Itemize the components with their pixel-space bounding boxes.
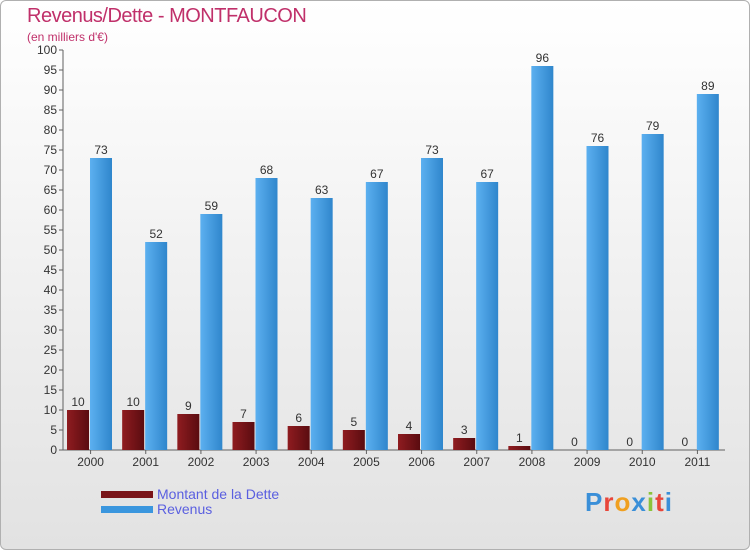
y-tick-label: 60 xyxy=(44,203,58,217)
y-tick-label: 70 xyxy=(44,163,58,177)
y-tick-label: 95 xyxy=(44,63,58,77)
revenus-value-label: 96 xyxy=(536,51,550,65)
dette-value-label: 0 xyxy=(626,435,633,449)
logo-letter: r xyxy=(603,487,615,517)
dette-bar xyxy=(287,426,310,450)
y-tick-label: 25 xyxy=(44,343,58,357)
y-tick-label: 65 xyxy=(44,183,58,197)
x-tick-label: 2009 xyxy=(574,455,601,469)
x-tick-label: 2006 xyxy=(408,455,435,469)
revenus-value-label: 59 xyxy=(205,199,219,213)
x-tick-label: 2003 xyxy=(243,455,270,469)
chart-subtitle: (en milliers d'€) xyxy=(27,30,108,44)
dette-value-label: 6 xyxy=(295,411,302,425)
y-tick-label: 80 xyxy=(44,123,58,137)
revenus-bar xyxy=(310,198,333,450)
dette-bar xyxy=(67,410,89,450)
revenus-value-label: 73 xyxy=(425,143,439,157)
x-tick-label: 2011 xyxy=(685,455,711,469)
x-tick-label: 2008 xyxy=(519,455,546,469)
dette-value-label: 10 xyxy=(71,395,85,409)
y-tick-label: 0 xyxy=(50,443,57,457)
y-tick-label: 90 xyxy=(44,83,58,97)
revenus-bar xyxy=(586,146,609,450)
dette-value-label: 3 xyxy=(461,423,468,437)
x-tick-label: 2000 xyxy=(77,455,104,469)
legend-swatch-dette xyxy=(101,490,153,498)
y-tick-label: 35 xyxy=(44,303,58,317)
y-tick-label: 75 xyxy=(44,143,58,157)
legend-swatch-revenus xyxy=(101,505,153,513)
dette-bar xyxy=(122,410,145,450)
dette-bar xyxy=(508,446,531,450)
revenus-bar xyxy=(90,158,112,450)
revenus-bar xyxy=(421,158,443,450)
x-tick-label: 2002 xyxy=(188,455,215,469)
revenus-value-label: 89 xyxy=(701,79,715,93)
y-tick-label: 40 xyxy=(44,283,58,297)
dette-value-label: 1 xyxy=(516,431,523,445)
revenus-value-label: 76 xyxy=(591,131,605,145)
dette-value-label: 0 xyxy=(681,435,688,449)
revenus-value-label: 63 xyxy=(315,183,329,197)
y-tick-label: 50 xyxy=(44,243,58,257)
revenus-bar xyxy=(641,134,664,450)
revenus-value-label: 68 xyxy=(260,163,274,177)
dette-value-label: 0 xyxy=(571,435,578,449)
y-tick-label: 55 xyxy=(44,223,58,237)
y-tick-label: 20 xyxy=(44,363,58,377)
revenus-bar xyxy=(696,94,719,450)
proxiti-logo: Proxiti xyxy=(585,487,673,518)
dette-bar xyxy=(232,422,255,450)
x-tick-label: 2010 xyxy=(629,455,656,469)
revenus-bar xyxy=(145,242,168,450)
y-tick-label: 30 xyxy=(44,323,58,337)
revenus-value-label: 73 xyxy=(94,143,108,157)
dette-bar xyxy=(342,430,365,450)
logo-letter: i xyxy=(664,487,673,517)
chart-title: Revenus/Dette - MONTFAUCON xyxy=(27,5,307,27)
revenus-value-label: 79 xyxy=(646,119,660,133)
y-tick-label: 10 xyxy=(44,403,58,417)
y-tick-label: 15 xyxy=(44,383,58,397)
revenus-value-label: 67 xyxy=(480,167,494,181)
logo-letter: P xyxy=(585,487,604,517)
y-tick-label: 85 xyxy=(44,103,58,117)
x-tick-label: 2005 xyxy=(353,455,380,469)
logo-letter: t xyxy=(655,487,665,517)
dette-bar xyxy=(177,414,200,450)
logo-letter: i xyxy=(646,487,656,517)
revenus-value-label: 52 xyxy=(149,227,163,241)
y-tick-label: 100 xyxy=(37,43,57,57)
revenus-bar xyxy=(255,178,278,450)
legend-item-dette: Montant de la Dette xyxy=(101,486,279,502)
revenus-bar xyxy=(476,182,499,450)
revenus-bar xyxy=(200,214,223,450)
dette-value-label: 10 xyxy=(126,395,140,409)
logo-letter: x xyxy=(631,487,647,517)
logo-letter: o xyxy=(614,487,632,517)
dette-value-label: 9 xyxy=(185,399,192,413)
legend-label-revenus: Revenus xyxy=(157,501,213,517)
revenus-bar xyxy=(531,66,554,450)
revenus-value-label: 67 xyxy=(370,167,384,181)
x-tick-label: 2007 xyxy=(463,455,490,469)
dette-value-label: 4 xyxy=(406,419,413,433)
x-tick-label: 2004 xyxy=(298,455,325,469)
dette-bar xyxy=(453,438,476,450)
y-tick-label: 45 xyxy=(44,263,58,277)
legend-label-dette: Montant de la Dette xyxy=(157,486,280,502)
x-tick-label: 2001 xyxy=(132,455,159,469)
y-tick-label: 5 xyxy=(50,423,57,437)
dette-value-label: 5 xyxy=(350,415,357,429)
revenus-bar xyxy=(365,182,388,450)
legend-item-revenus: Revenus xyxy=(101,501,212,517)
dette-bar xyxy=(398,434,420,450)
dette-value-label: 7 xyxy=(240,407,247,421)
